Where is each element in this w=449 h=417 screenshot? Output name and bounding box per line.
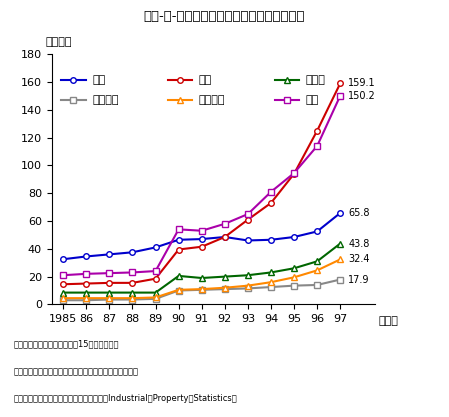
Text: 日本: 日本 bbox=[92, 75, 106, 85]
Text: フランス: フランス bbox=[92, 95, 119, 106]
Text: （万件）: （万件） bbox=[45, 37, 72, 47]
Text: ＥＵ: ＥＵ bbox=[305, 95, 319, 106]
Text: 32.4: 32.4 bbox=[348, 254, 370, 264]
Text: 17.9: 17.9 bbox=[348, 274, 370, 284]
Text: 43.8: 43.8 bbox=[348, 239, 370, 249]
Text: イギリス: イギリス bbox=[199, 95, 225, 106]
Text: 資料：特許庁「特許庁年報」、「特許行政年次報告書」: 資料：特許庁「特許庁年報」、「特許行政年次報告書」 bbox=[13, 367, 138, 376]
Text: 世界知的所有権機関（ＷＩＰＯ）「Industrial　Property　Statistics」: 世界知的所有権機関（ＷＩＰＯ）「Industrial Property Stat… bbox=[13, 394, 237, 403]
Text: 159.1: 159.1 bbox=[348, 78, 376, 88]
Text: （年）: （年） bbox=[378, 316, 398, 326]
Text: 米国: 米国 bbox=[199, 75, 212, 85]
Text: 注）ＥＵの数値は現在の加盟15か国の合計値: 注）ＥＵの数値は現在の加盟15か国の合計値 bbox=[13, 340, 119, 349]
Text: ドイツ: ドイツ bbox=[305, 75, 325, 85]
Text: 150.2: 150.2 bbox=[348, 90, 376, 100]
Text: 第２-３-７図　主要国の特許出願件数の推移: 第２-３-７図 主要国の特許出願件数の推移 bbox=[144, 10, 305, 23]
Text: 65.8: 65.8 bbox=[348, 208, 370, 218]
